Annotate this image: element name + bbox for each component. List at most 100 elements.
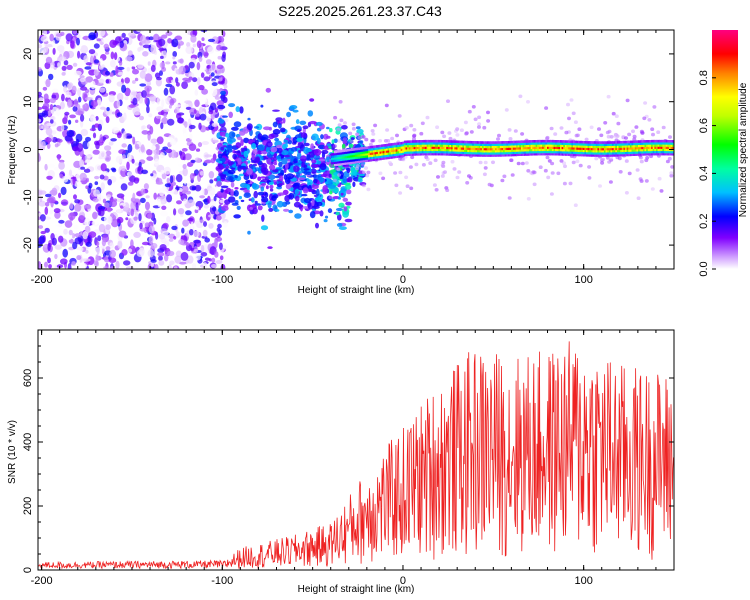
heatmap-cell [111,168,117,173]
heatmap-cell [261,214,265,222]
heatmap-cell [365,173,370,178]
heatmap-cell [94,123,100,128]
heatmap-cell [390,136,395,141]
heatmap-cell [150,173,154,177]
heatmap-cell [178,163,183,167]
heatmap-cell [158,38,166,47]
heatmap-cell [116,66,125,70]
heatmap-cell [103,266,109,269]
heatmap-cell [345,201,352,206]
heatmap-cell [161,117,168,125]
heatmap-cell [128,104,136,108]
heatmap-cell [161,66,167,72]
heatmap-cell [76,37,80,46]
heatmap-cell [45,202,50,207]
y-tick-label: -10 [22,189,34,205]
heatmap-cell [48,196,56,203]
heatmap-cell [538,165,543,169]
heatmap-cell [139,83,147,87]
heatmap-cell [309,211,316,219]
heatmap-cell [326,143,332,147]
heatmap-cell [272,121,278,128]
heatmap-cell [303,146,310,155]
heatmap-cell [624,191,629,195]
heatmap-cell [216,64,224,70]
heatmap-cell [49,33,54,42]
heatmap-cell [243,189,250,194]
heatmap-cell [77,50,81,59]
heatmap-cells [38,30,674,269]
heatmap-cell [355,126,361,130]
heatmap-cell [257,191,265,196]
heatmap-cell [297,177,306,181]
heatmap-cell [386,139,391,143]
heatmap-cell [44,261,48,268]
heatmap-cell [218,242,223,250]
heatmap-cell [134,143,140,150]
heatmap-cell [127,171,133,177]
heatmap-cell [211,36,219,44]
heatmap-cell [203,188,209,196]
heatmap-cell [231,202,239,206]
heatmap-cell [64,111,70,116]
heatmap-cell [651,132,655,137]
heatmap-cell [52,88,59,94]
heatmap-cell [316,201,323,207]
heatmap-cell [92,149,100,155]
heatmap-cell [240,139,244,146]
heatmap-cell [624,136,628,140]
heatmap-cell [175,231,180,238]
heatmap-cell [140,197,146,204]
heatmap-cell [617,156,622,161]
colorbar-tick-label: 0.4 [698,166,710,181]
heatmap-cell [177,43,181,49]
heatmap-cell [120,183,128,191]
y-tick-label: 0 [22,567,34,573]
heatmap-cell [163,113,167,118]
heatmap-cell [201,88,209,95]
heatmap-cell [463,120,468,125]
heatmap-cell [164,254,169,262]
heatmap-cell [80,114,85,122]
heatmap-cell [446,99,450,103]
heatmap-cell [181,148,188,152]
heatmap-cell [265,87,271,93]
heatmap-cell [204,237,210,243]
heatmap-cell [66,64,73,70]
heatmap-cell [239,187,246,191]
heatmap-cell [60,186,67,196]
heatmap-cell [337,173,342,177]
heatmap-cell [123,112,127,121]
heatmap-cell [274,209,280,212]
heatmap-cell [163,166,171,175]
heatmap-cell [148,235,154,245]
heatmap-cell [226,176,234,181]
heatmap-cell [222,30,226,37]
heatmap-cell [302,187,309,194]
heatmap-cell [165,76,173,84]
heatmap-cell [162,222,169,229]
heatmap-cell [109,249,116,258]
heatmap-cell [125,217,129,221]
heatmap-cell [395,133,399,138]
heatmap-cell [329,164,334,168]
heatmap-cell [215,260,223,264]
heatmap-cell [293,165,300,173]
heatmap-cell [191,186,196,191]
heatmap-cell [567,116,571,121]
heatmap-cell [339,118,344,123]
heatmap-cell [90,80,96,90]
heatmap-cell [269,164,276,171]
heatmap-cell [397,114,402,118]
heatmap-cell [234,175,238,179]
heatmap-cell [298,149,302,154]
heatmap-cell [569,98,574,102]
heatmap-cell [215,185,219,193]
heatmap-cell [199,195,206,199]
heatmap-cell [553,132,558,136]
heatmap-cell [160,169,165,175]
heatmap-cell [89,55,94,65]
heatmap-cell [639,159,644,164]
heatmap-cell [119,40,124,49]
heatmap-cell [85,62,92,66]
